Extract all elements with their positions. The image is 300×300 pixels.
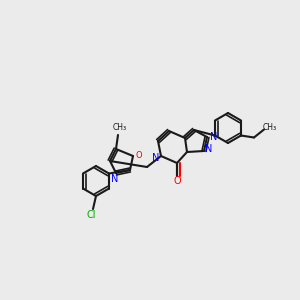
Text: O: O <box>173 176 181 186</box>
Text: N: N <box>111 174 119 184</box>
Text: CH₃: CH₃ <box>263 123 277 132</box>
Text: N: N <box>205 144 213 154</box>
Text: O: O <box>136 152 142 160</box>
Text: CH₃: CH₃ <box>113 124 127 133</box>
Text: Cl: Cl <box>86 210 96 220</box>
Text: N: N <box>152 153 160 163</box>
Text: N: N <box>210 132 218 142</box>
